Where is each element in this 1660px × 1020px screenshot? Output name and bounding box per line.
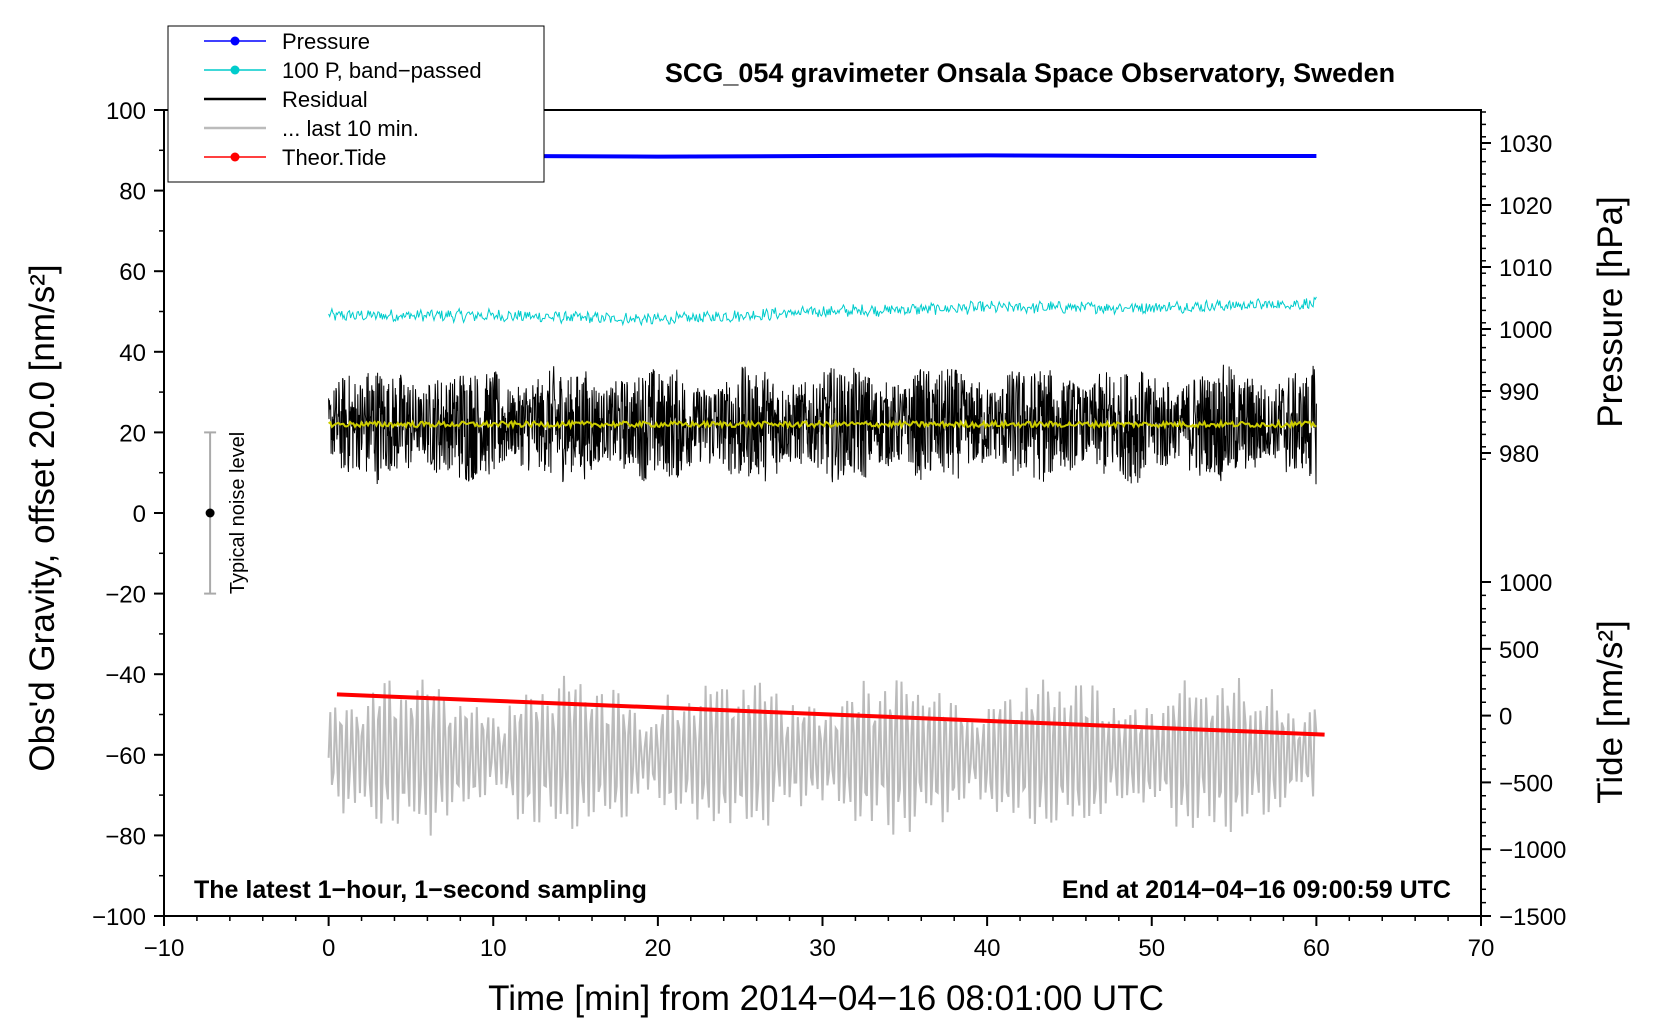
x-tick-label: 0 [322, 935, 335, 962]
legend-label: Theor.Tide [282, 145, 386, 170]
x-tick-label: 20 [645, 935, 672, 962]
tide-tick-label: −1000 [1499, 837, 1566, 864]
y-tick-label: −20 [105, 582, 146, 609]
noise-bar-center-dot [205, 508, 215, 518]
legend-swatch-marker [230, 36, 240, 46]
legend: Pressure 100 P, band−passed Residual ... la… [167, 25, 545, 183]
y-tick-label: −40 [105, 662, 146, 689]
tide-tick-label: 500 [1499, 637, 1539, 664]
pressure-tick-label: 1020 [1499, 193, 1552, 220]
noise-level-label: Typical noise level [227, 432, 249, 594]
y-tick-label: 100 [106, 98, 146, 125]
tide-tick-label: −500 [1499, 770, 1553, 797]
x-tick-label: 30 [809, 935, 836, 962]
y-axis-label-left: Obs'd Gravity, offset 20.0 [nm/s²] [23, 264, 62, 771]
y-tick-label: 60 [119, 259, 146, 286]
legend-label: ... last 10 min. [282, 116, 419, 141]
legend-label: Residual [282, 87, 368, 112]
x-tick-label: 50 [1138, 935, 1165, 962]
footer-left-note: The latest 1−hour, 1−second sampling [194, 876, 647, 904]
bandpassed-pressure-line [328, 296, 1317, 327]
pressure-tick-label: 1030 [1499, 131, 1552, 158]
x-tick-label: 70 [1468, 935, 1495, 962]
last-10-min-line [327, 675, 1318, 836]
chart-title: SCG_054 gravimeter Onsala Space Observat… [665, 58, 1395, 88]
theoretical-tide-line [336, 692, 1325, 737]
y-tick-label: 0 [133, 501, 146, 528]
legend-swatch-marker [230, 65, 240, 75]
legend-swatch-marker [230, 152, 240, 162]
y-tick-label: 40 [119, 340, 146, 367]
tide-tick-label: 1000 [1499, 570, 1552, 597]
y-tick-label: 20 [119, 420, 146, 447]
y-tick-label: −80 [105, 823, 146, 850]
tide-tick-label: −1500 [1499, 904, 1566, 931]
pressure-tick-label: 990 [1499, 379, 1539, 406]
x-axis-label: Time [min] from 2014−04−16 08:01:00 UTC [488, 979, 1164, 1018]
legend-label: 100 P, band−passed [282, 58, 482, 83]
y-tick-label: −100 [92, 904, 146, 931]
pressure-tick-label: 1000 [1499, 317, 1552, 344]
residual-series-line [328, 364, 1317, 485]
pressure-tick-label: 980 [1499, 441, 1539, 468]
x-tick-label: 40 [974, 935, 1001, 962]
residual-smoothed-line [328, 418, 1317, 431]
y-tick-label: 80 [119, 179, 146, 206]
footer-right-note: End at 2014−04−16 09:00:59 UTC [1062, 876, 1451, 904]
y-tick-label: −60 [105, 743, 146, 770]
tide-tick-label: 0 [1499, 704, 1512, 731]
y-axis-label-tide: Tide [nm/s²] [1591, 620, 1630, 803]
pressure-tick-label: 1010 [1499, 255, 1552, 282]
x-tick-label: −10 [144, 935, 185, 962]
legend-label: Pressure [282, 29, 370, 54]
y-axis-label-pressure: Pressure [hPa] [1591, 196, 1630, 428]
x-tick-label: 60 [1303, 935, 1330, 962]
x-tick-label: 10 [480, 935, 507, 962]
